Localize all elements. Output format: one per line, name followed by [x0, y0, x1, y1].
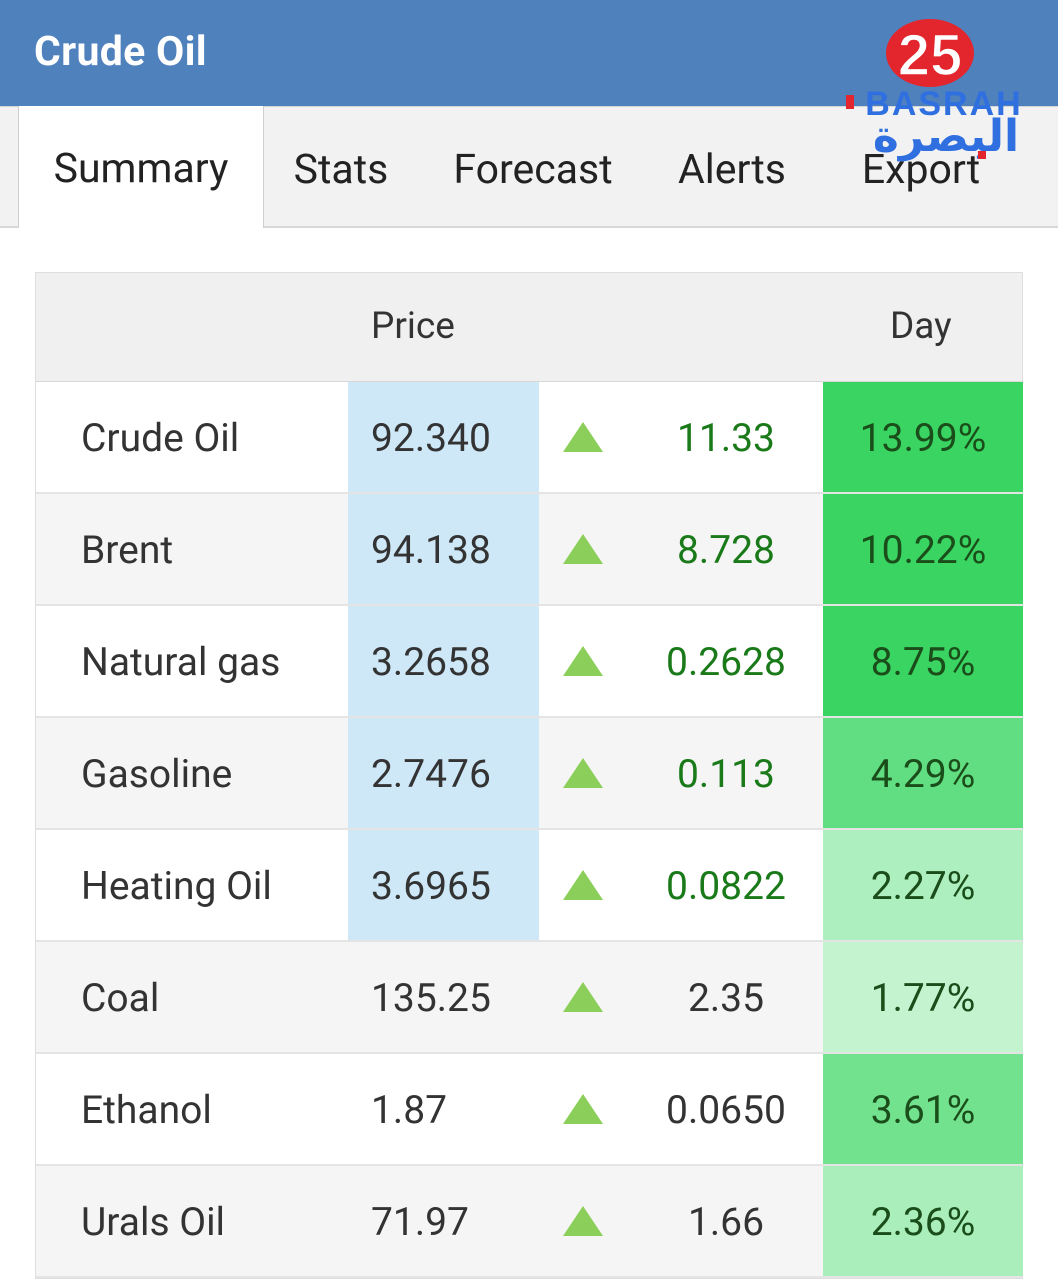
price-value: 2.7476 — [348, 718, 539, 828]
commodities-table: Price Day Crude Oil 92.340 11.33 13.99% Bren… — [35, 272, 1023, 1279]
price-value: 135.25 — [371, 975, 491, 1021]
price-value: 71.97 — [371, 1199, 469, 1245]
change-value: 1.66 — [687, 1199, 765, 1245]
price-value: 3.6965 — [348, 830, 539, 940]
commodity-name[interactable]: Gasoline — [81, 751, 233, 797]
change-value: 2.35 — [687, 975, 765, 1021]
arrow-up-icon — [562, 942, 604, 1052]
svg-text:BASRAH: BASRAH — [865, 85, 1022, 123]
percent-change-value: 10.22% — [823, 494, 1023, 604]
tab-stats[interactable]: Stats — [293, 146, 389, 194]
commodity-name[interactable]: Brent — [81, 527, 174, 573]
change-value: 0.0822 — [666, 863, 786, 909]
page-title: Crude Oil — [34, 28, 207, 76]
table-row[interactable]: Heating Oil 3.6965 0.0822 2.27% — [36, 830, 1023, 942]
change-value: 0.113 — [677, 751, 775, 797]
commodity-name[interactable]: Urals Oil — [81, 1199, 226, 1245]
column-header-price[interactable]: Price — [371, 305, 455, 348]
price-value: 3.2658 — [348, 606, 539, 716]
tab-export[interactable]: Export — [861, 146, 981, 194]
svg-text:25: 25 — [898, 23, 963, 88]
table-row[interactable]: Urals Oil 71.97 1.66 2.36% — [36, 1166, 1023, 1278]
tab-alerts[interactable]: Alerts — [678, 146, 786, 194]
change-value: 11.33 — [677, 415, 775, 461]
arrow-up-icon — [562, 1166, 604, 1276]
percent-change-value: 2.36% — [823, 1166, 1023, 1276]
basrah-25-logo: 25 BASRAH البصرة — [846, 19, 1022, 162]
tab-summary[interactable]: Summary — [18, 106, 264, 228]
percent-change-value: 13.99% — [823, 382, 1023, 492]
percent-change-value: 2.27% — [823, 830, 1023, 940]
table-row[interactable]: Brent 94.138 8.728 10.22% — [36, 494, 1023, 606]
svg-text:البصرة: البصرة — [873, 111, 1019, 162]
tab-forecast[interactable]: Forecast — [453, 146, 613, 194]
table-row[interactable]: Gasoline 2.7476 0.113 4.29% — [36, 718, 1023, 830]
percent-change-value: 8.75% — [823, 606, 1023, 716]
arrow-up-icon — [562, 830, 604, 940]
tab-bar: Summary Stats Forecast Alerts Export — [0, 106, 1058, 228]
table-header: Price Day — [36, 273, 1022, 382]
column-header-day[interactable]: Day — [890, 305, 952, 348]
commodity-name[interactable]: Crude Oil — [81, 415, 240, 461]
table-row[interactable]: Ethanol 1.87 0.0650 3.61% — [36, 1054, 1023, 1166]
arrow-up-icon — [562, 606, 604, 716]
commodity-name[interactable]: Natural gas — [81, 639, 281, 685]
percent-change-value: 1.77% — [823, 942, 1023, 1052]
arrow-up-icon — [562, 718, 604, 828]
arrow-up-icon — [562, 494, 604, 604]
app-header: Crude Oil — [0, 0, 1058, 106]
table-row[interactable]: Natural gas 3.2658 0.2628 8.75% — [36, 606, 1023, 718]
change-value: 8.728 — [677, 527, 775, 573]
commodity-name[interactable]: Ethanol — [81, 1087, 212, 1133]
price-value: 1.87 — [371, 1087, 448, 1133]
arrow-up-icon — [562, 382, 604, 492]
percent-change-value: 4.29% — [823, 718, 1023, 828]
commodity-name[interactable]: Coal — [81, 975, 160, 1021]
commodity-name[interactable]: Heating Oil — [81, 863, 272, 909]
table-row[interactable]: Coal 135.25 2.35 1.77% — [36, 942, 1023, 1054]
change-value: 0.0650 — [666, 1087, 786, 1133]
table-row[interactable]: Crude Oil 92.340 11.33 13.99% — [36, 382, 1023, 494]
price-value: 92.340 — [348, 382, 539, 492]
change-value: 0.2628 — [666, 639, 786, 685]
percent-change-value: 3.61% — [823, 1054, 1023, 1164]
price-value: 94.138 — [348, 494, 539, 604]
arrow-up-icon — [562, 1054, 604, 1164]
